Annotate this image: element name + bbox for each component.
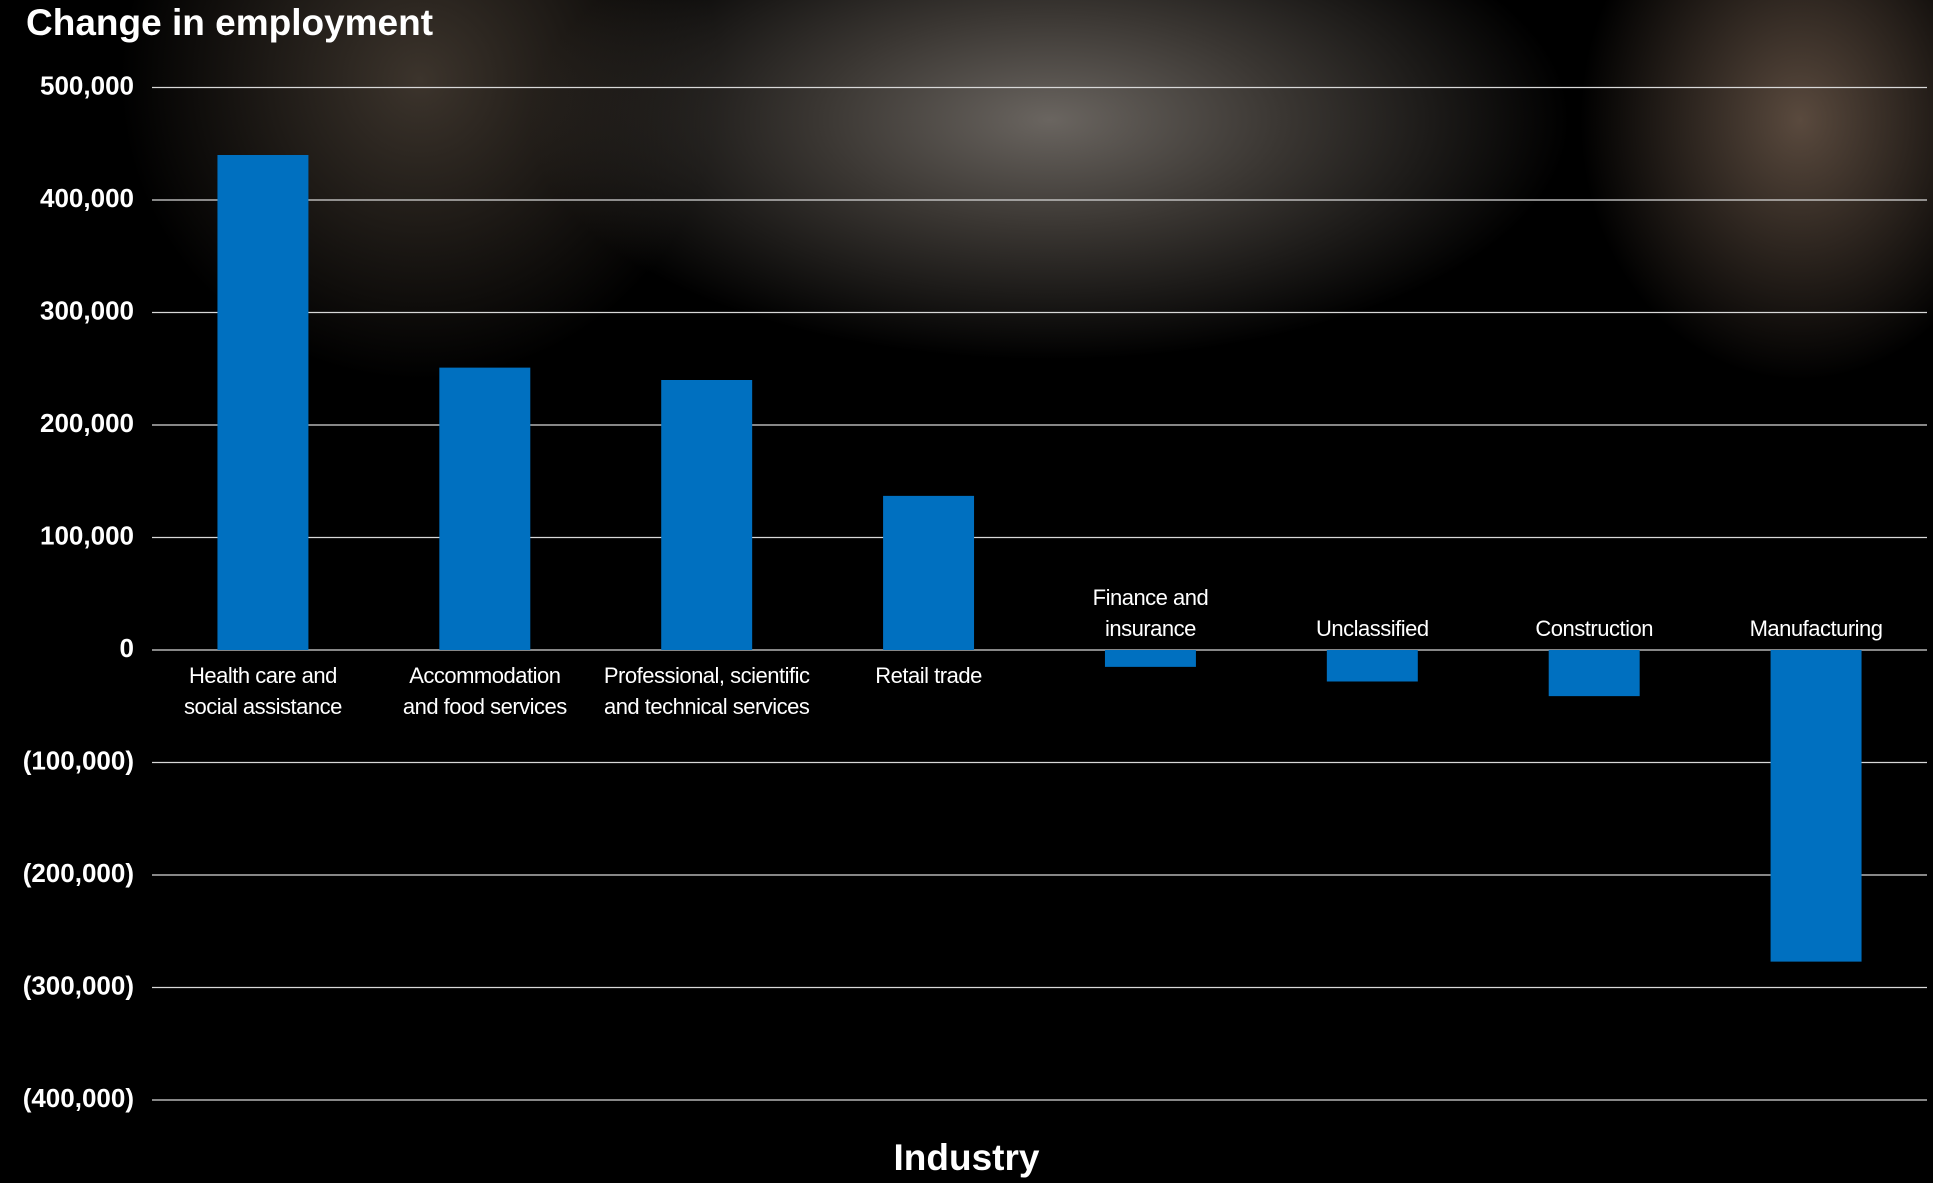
y-tick-label: 300,000 bbox=[40, 295, 134, 325]
x-tick-label: Professional, scientific and technical s… bbox=[603, 663, 810, 719]
x-tick-label: Unclassified bbox=[1316, 616, 1429, 641]
y-tick-label: 400,000 bbox=[40, 183, 134, 213]
bar bbox=[1548, 650, 1640, 697]
bar bbox=[883, 495, 975, 650]
chart-title: Change in employment bbox=[26, 2, 434, 43]
y-tick-label: 200,000 bbox=[40, 408, 134, 438]
x-tick-label: Accommodation and food services bbox=[402, 663, 567, 719]
x-tick-label: Finance and insurance bbox=[1092, 585, 1209, 641]
bar bbox=[661, 380, 753, 650]
y-tick-label: (300,000) bbox=[23, 970, 134, 1000]
y-tick-label: (100,000) bbox=[23, 745, 134, 775]
x-tick-label: Manufacturing bbox=[1749, 616, 1883, 641]
y-tick-label: 100,000 bbox=[40, 520, 134, 550]
y-tick-label: (200,000) bbox=[23, 858, 134, 888]
y-tick-label: 500,000 bbox=[40, 70, 134, 100]
x-tick-label: Retail trade bbox=[875, 663, 982, 688]
y-tick-label: 0 bbox=[120, 633, 134, 663]
y-tick-label: (400,000) bbox=[23, 1083, 134, 1113]
x-tick-label: Health care and social assistance bbox=[184, 663, 342, 719]
bar bbox=[217, 155, 309, 650]
bar bbox=[439, 367, 531, 650]
bar bbox=[1104, 650, 1196, 667]
x-axis-label: Industry bbox=[893, 1137, 1040, 1178]
x-tick-label: Construction bbox=[1535, 616, 1653, 641]
bar bbox=[1326, 650, 1418, 682]
bar bbox=[1770, 650, 1862, 962]
